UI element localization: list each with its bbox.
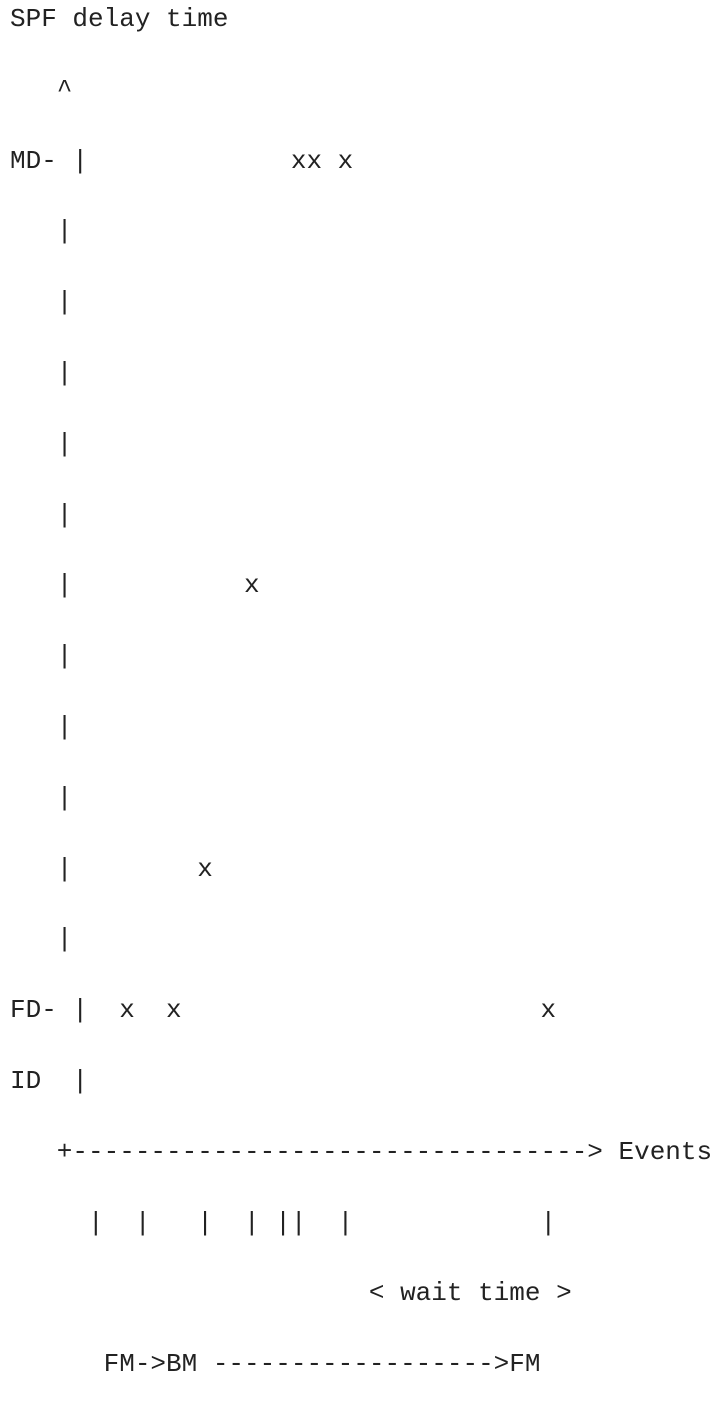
diagram-line-axis-3: | [10, 216, 73, 247]
diagram-line-fd-level: FD- | x x x [10, 995, 557, 1026]
spf-delay-ascii-diagram: SPF delay time ^ MD- | xx x | | | | | | … [10, 2, 712, 1412]
diagram-line-axis-9: | [10, 641, 73, 672]
diagram-line-axis-4: | [10, 287, 73, 318]
diagram-line-axis-7: | [10, 499, 73, 530]
diagram-line-axis-5: | [10, 357, 73, 388]
diagram-line-mode-transition: FM->BM ------------------>FM [10, 1349, 541, 1380]
diagram-line-md-level: MD- | xx x [10, 145, 354, 176]
diagram-line-wait-time: < wait time > [10, 1278, 572, 1309]
diagram-line-y-axis-arrow: ^ [10, 74, 73, 105]
diagram-line-axis-6: | [10, 428, 73, 459]
diagram-line-axis-11: | [10, 782, 73, 813]
diagram-line-y-axis-title: SPF delay time [10, 4, 229, 34]
diagram-line-id-level: ID | [10, 1065, 89, 1096]
diagram-line-axis-13: | [10, 924, 73, 955]
diagram-line-point-mid-low: | x [10, 853, 213, 884]
diagram-line-x-axis: +---------------------------------> Even… [10, 1136, 713, 1167]
diagram-line-point-mid-high: | x [10, 570, 260, 601]
diagram-line-axis-10: | [10, 711, 73, 742]
diagram-line-event-ticks: | | | | || | | [10, 1207, 557, 1238]
